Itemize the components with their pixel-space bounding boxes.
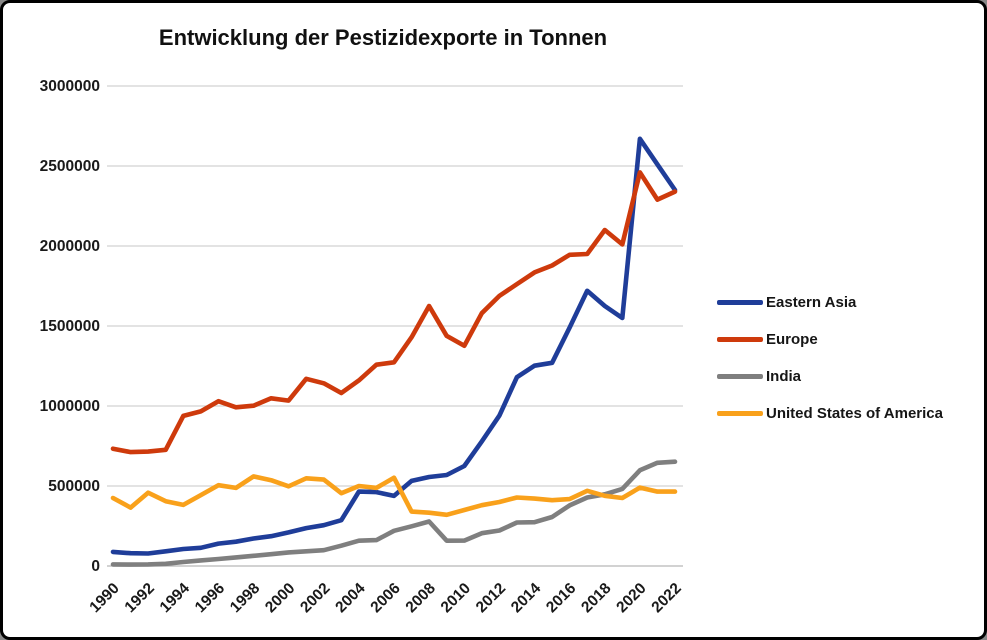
y-tick-label: 0 <box>91 558 100 575</box>
x-tick-label: 2004 <box>332 580 369 617</box>
legend-label: India <box>766 368 802 385</box>
x-tick-label: 2008 <box>403 580 440 617</box>
legend-item-united-states-of-america: United States of America <box>717 395 943 432</box>
x-tick-label: 1990 <box>86 580 122 616</box>
legend-item-india: India <box>717 358 943 395</box>
series-line-united-states-of-america <box>110 474 678 518</box>
y-tick-label: 2500000 <box>40 158 100 175</box>
y-tick-label: 3000000 <box>40 78 100 95</box>
y-tick-label: 1000000 <box>40 398 100 415</box>
legend-label: United States of America <box>766 405 943 422</box>
legend-swatch <box>717 374 763 379</box>
x-tick-label: 2012 <box>473 580 509 616</box>
x-tick-label: 2020 <box>613 580 649 616</box>
x-tick-label: 2010 <box>438 580 474 616</box>
x-tick-label: 1998 <box>227 580 264 617</box>
x-tick-label: 2022 <box>648 580 684 616</box>
line-chart-plot: 0 500000 1000000 1500000 2000000 2500000 30000… <box>40 78 685 617</box>
y-tick-label: 500000 <box>48 478 100 495</box>
y-tick-label: 1500000 <box>40 318 100 335</box>
x-tick-label: 1996 <box>192 580 229 617</box>
legend-label: Europe <box>766 331 818 348</box>
series-line-india <box>110 459 678 567</box>
x-tick-label: 1992 <box>122 580 158 616</box>
x-tick-label: 2000 <box>262 580 298 616</box>
legend-swatch <box>717 337 763 342</box>
legend-swatch <box>717 300 763 305</box>
legend-label: Eastern Asia <box>766 294 857 311</box>
x-tick-label: 2016 <box>543 580 580 617</box>
x-tick-label: 2014 <box>508 580 545 617</box>
x-tick-label: 2002 <box>297 580 333 616</box>
x-tick-label: 1994 <box>157 580 194 617</box>
x-tick-label: 2006 <box>367 580 404 617</box>
y-tick-label: 2000000 <box>40 238 100 255</box>
series-line-eastern-asia <box>110 136 678 556</box>
legend-item-europe: Europe <box>717 321 943 358</box>
x-tick-label: 2018 <box>578 580 615 617</box>
legend: Eastern Asia Europe India United States of … <box>717 284 943 432</box>
legend-item-eastern-asia: Eastern Asia <box>717 284 943 321</box>
legend-swatch <box>717 411 763 416</box>
series-line-europe <box>110 170 678 455</box>
chart-title: Entwicklung der Pestizidexporte in Tonne… <box>158 25 608 50</box>
